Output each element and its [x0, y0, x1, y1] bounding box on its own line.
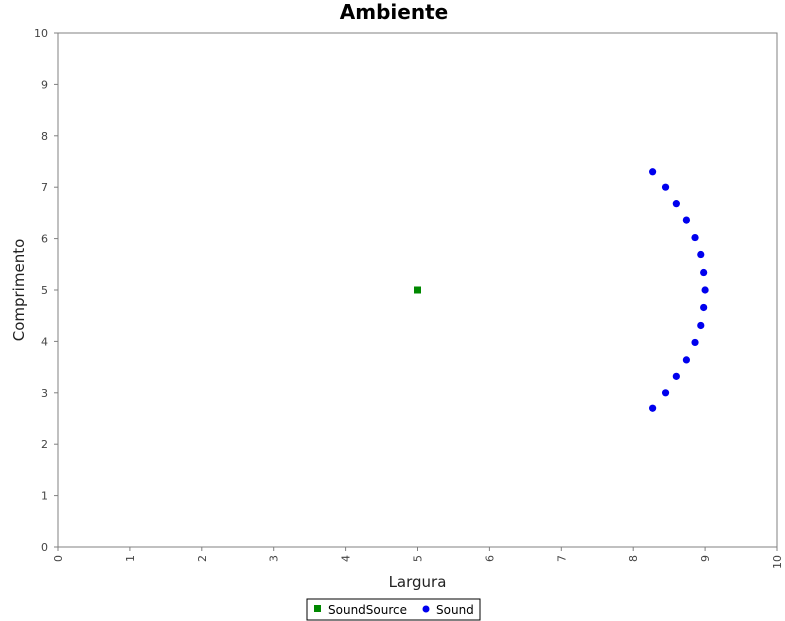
- x-tick-label: 8: [627, 555, 640, 562]
- sound-point: [661, 183, 670, 191]
- y-axis: 0 1 2 3 4 5 6 7 8 9 10: [34, 27, 58, 554]
- y-tick-label: 5: [41, 284, 48, 297]
- sound-point: [682, 356, 691, 364]
- x-tick-label: 0: [52, 555, 65, 562]
- legend-soundsource-marker: [314, 605, 321, 612]
- y-tick-label: 9: [41, 78, 48, 91]
- x-axis: 0 1 2 3 4 5 6 7 8 9 10: [52, 547, 784, 569]
- sound-point: [700, 268, 708, 277]
- x-tick-label: 3: [268, 555, 281, 562]
- y-tick-label: 10: [34, 27, 48, 40]
- legend: SoundSource Sound: [306, 598, 481, 621]
- y-tick-label: 0: [41, 541, 48, 554]
- legend-sound-label: Sound: [436, 603, 474, 617]
- y-tick-label: 8: [41, 130, 48, 143]
- y-tick-label: 2: [41, 438, 48, 451]
- sound-point: [697, 321, 705, 330]
- y-tick-label: 6: [41, 233, 48, 246]
- x-tick-label: 10: [771, 555, 784, 569]
- sound-point: [672, 200, 680, 208]
- y-axis-label: Comprimento: [10, 239, 28, 342]
- x-axis-label: Largura: [389, 573, 447, 591]
- y-tick-label: 7: [41, 181, 48, 194]
- data-marks: [414, 168, 709, 412]
- x-tick-label: 4: [340, 555, 353, 562]
- x-tick-label: 5: [412, 555, 425, 562]
- x-tick-label: 1: [124, 555, 137, 562]
- sound-point: [691, 338, 699, 347]
- sound-point: [697, 250, 705, 259]
- y-tick-label: 4: [41, 335, 48, 348]
- sound-point: [691, 233, 699, 242]
- sound-point: [649, 404, 657, 412]
- sound-point: [701, 286, 709, 294]
- sound-point: [672, 372, 680, 380]
- y-tick-label: 1: [41, 490, 48, 503]
- y-tick-label: 3: [41, 387, 48, 400]
- legend-soundsource-label: SoundSource: [328, 603, 407, 617]
- sound-point: [661, 389, 670, 397]
- sound-point: [649, 168, 657, 176]
- sound-point: [682, 216, 691, 224]
- legend-box: [306, 598, 481, 621]
- x-tick-label: 6: [483, 555, 496, 562]
- sound-point: [700, 303, 708, 312]
- x-tick-label: 9: [699, 555, 712, 562]
- chart-title: Ambiente: [340, 0, 448, 24]
- x-tick-label: 7: [555, 555, 568, 562]
- x-tick-label: 2: [196, 555, 209, 562]
- soundsource-point: [414, 286, 421, 294]
- legend-sound-marker: [422, 605, 430, 613]
